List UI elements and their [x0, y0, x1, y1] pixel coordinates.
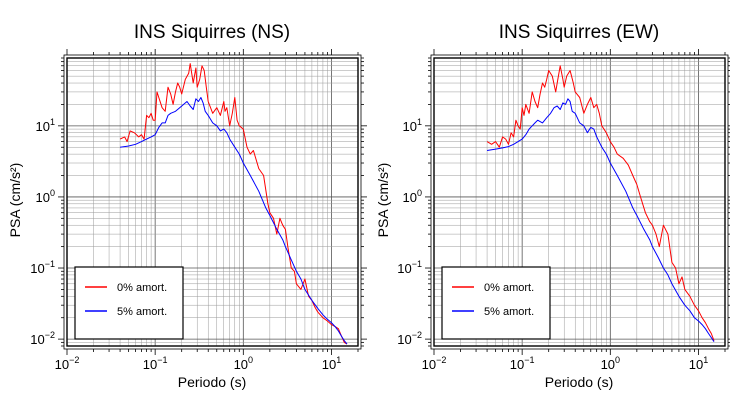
series-line-undamped	[486, 65, 715, 341]
chart-panel-ns: INS Siquirres (NS) Periodo (s) PSA (cm/s…	[7, 22, 367, 390]
legend-label: 0% amort.	[484, 282, 534, 294]
x-tick-label: 10−2	[422, 355, 447, 372]
chart-title: INS Siquirres (EW)	[499, 22, 659, 43]
plot-frame-outer	[430, 54, 729, 350]
series-line-undamped	[119, 63, 348, 345]
y-tick-label: 101	[403, 117, 422, 134]
y-tick-label: 10−2	[30, 330, 55, 347]
x-tick-label: 10−1	[143, 355, 168, 372]
grid	[66, 57, 359, 347]
legend-label: 0% amort.	[117, 282, 167, 294]
legend: 0% amort. 5% amort.	[74, 266, 184, 340]
y-axis-label: PSA (cm/s²)	[375, 163, 391, 238]
plot-frame	[433, 57, 726, 347]
y-tick-label: 10−2	[397, 330, 422, 347]
y-tick-label: 10−1	[397, 259, 422, 276]
chart-panel-ew: INS Siquirres (EW) Periodo (s) PSA (cm/s…	[375, 22, 730, 390]
legend-label: 5% amort.	[484, 306, 534, 318]
plot-frame-outer	[63, 54, 362, 350]
legend-box	[441, 266, 551, 340]
x-tick-label: 101	[689, 355, 708, 372]
y-tick-label: 101	[36, 117, 55, 134]
y-tick-label: 100	[36, 188, 55, 205]
x-tick-label: 101	[322, 355, 341, 372]
x-tick-label: 100	[234, 355, 253, 372]
y-tick-label: 100	[403, 188, 422, 205]
legend: 0% amort. 5% amort.	[441, 266, 551, 340]
x-axis-label: Periodo (s)	[545, 374, 613, 390]
x-axis-label: Periodo (s)	[178, 374, 246, 390]
legend-box	[74, 266, 184, 340]
plot-frame	[66, 57, 359, 347]
series-line-damped	[487, 98, 715, 342]
legend-label: 5% amort.	[117, 306, 167, 318]
x-tick-label: 10−2	[55, 355, 80, 372]
x-tick-label: 100	[601, 355, 620, 372]
x-tick-label: 10−1	[510, 355, 535, 372]
chart-title: INS Siquirres (NS)	[134, 22, 290, 43]
series-line-damped	[120, 97, 348, 345]
y-tick-label: 10−1	[30, 259, 55, 276]
y-axis-label: PSA (cm/s²)	[7, 163, 23, 238]
